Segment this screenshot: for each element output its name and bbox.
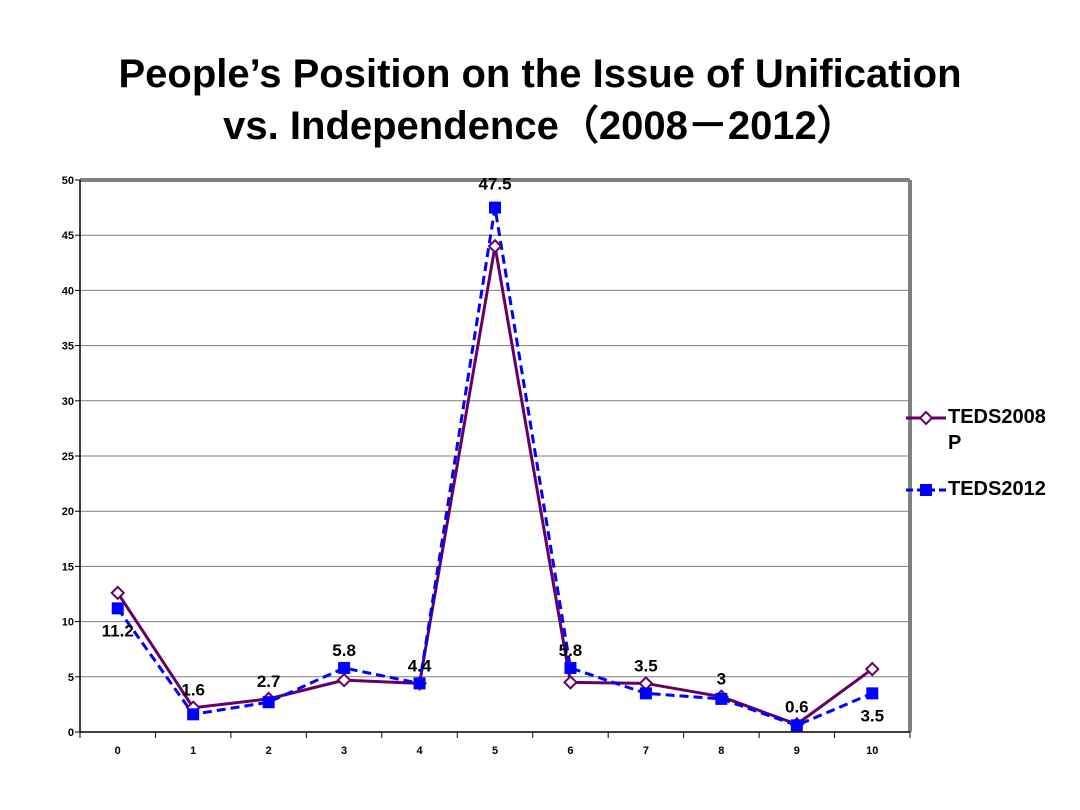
point-teds2012-3 [338, 661, 351, 674]
chart-title: People’s Position on the Issue of Unific… [0, 48, 1080, 152]
legend-item-teds2012: TEDS2012 [904, 476, 1080, 548]
chart-title-line-2: vs. Independence（2008－2012） [223, 104, 857, 148]
x-tick-label-10: 10 [866, 745, 878, 757]
data-label-teds2012-3: 5.8 [332, 641, 356, 660]
x-tick-label-4: 4 [416, 745, 423, 757]
y-tick-label-40: 40 [62, 285, 74, 297]
point-teds2012-9 [790, 719, 803, 732]
point-teds2012-5 [489, 201, 501, 214]
data-label-teds2012-10: 3.5 [860, 706, 884, 725]
y-tick-label-10: 10 [62, 617, 74, 629]
point-teds2012-4 [413, 677, 426, 690]
point-teds2012-1 [187, 708, 200, 721]
point-teds2008p-6 [563, 674, 578, 690]
data-label-teds2012-5: 47.5 [478, 175, 511, 194]
series-line-teds2008p [116, 244, 874, 726]
x-tick-label-5: 5 [492, 745, 498, 757]
point-teds2008p-10 [864, 661, 880, 677]
y-tick-label-35: 35 [62, 341, 74, 353]
data-label-teds2012-1: 1.6 [181, 681, 205, 700]
chart-title-line-1: People’s Position on the Issue of Unific… [118, 52, 962, 96]
legend-item-teds2008p: TEDS2008P [904, 404, 1080, 476]
legend-swatch-diamond-icon [906, 410, 946, 426]
x-tick-label-3: 3 [341, 745, 347, 757]
x-tick-label-6: 6 [567, 745, 573, 757]
data-label-teds2012-2: 2.7 [257, 672, 281, 691]
series-line-teds2012 [116, 206, 873, 727]
y-tick-label-0: 0 [68, 727, 74, 739]
x-tick-label-7: 7 [643, 745, 649, 757]
y-tick-label-50: 50 [62, 175, 74, 187]
legend-label-teds2012: TEDS2012 [948, 478, 1046, 500]
data-label-teds2012-6: 5.8 [559, 641, 583, 660]
point-teds2012-10 [866, 687, 879, 700]
data-label-teds2012-4: 4.4 [408, 656, 432, 675]
legend-label-teds2008p: TEDS2008P [948, 406, 1046, 454]
data-label-teds2012-0: 11.2 [102, 621, 134, 640]
point-teds2008p-3 [336, 672, 352, 688]
point-teds2008p-0 [110, 585, 126, 601]
point-teds2012-6 [564, 661, 577, 674]
data-label-teds2012-9: 0.6 [785, 697, 809, 716]
chart-legend: TEDS2008P TEDS2012 [904, 404, 1080, 548]
y-tick-label-5: 5 [68, 672, 74, 684]
x-tick-label-2: 2 [266, 745, 272, 757]
y-tick-label-15: 15 [62, 561, 74, 573]
data-label-teds2012-7: 3.5 [634, 656, 658, 675]
point-teds2012-7 [639, 687, 652, 700]
x-tick-label-0: 0 [115, 745, 121, 757]
data-label-teds2012-8: 3 [717, 670, 726, 689]
y-tick-label-25: 25 [62, 451, 74, 463]
x-tick-label-8: 8 [718, 745, 724, 757]
legend-swatch-square-icon [906, 484, 946, 496]
point-teds2012-2 [262, 696, 275, 709]
y-tick-label-20: 20 [62, 506, 74, 518]
point-teds2012-0 [111, 602, 124, 615]
y-tick-label-45: 45 [62, 230, 74, 242]
x-tick-label-9: 9 [794, 745, 800, 757]
point-teds2012-8 [715, 692, 728, 705]
x-tick-label-1: 1 [190, 745, 196, 757]
y-tick-label-30: 30 [62, 396, 74, 408]
point-teds2008p-5 [487, 238, 503, 254]
